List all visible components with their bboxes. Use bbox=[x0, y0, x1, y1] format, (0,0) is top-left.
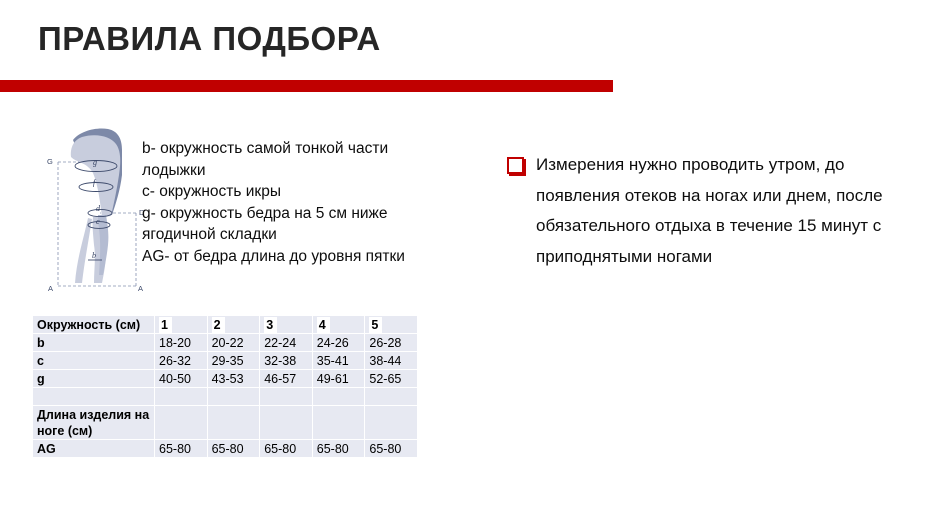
note-text: Измерения нужно проводить утром, до появ… bbox=[536, 155, 883, 266]
table-row: b 18-20 20-22 22-24 24-26 26-28 bbox=[33, 334, 417, 351]
column-header-5-text: 5 bbox=[369, 316, 383, 333]
red-accent-bar bbox=[0, 80, 613, 92]
column-header-1-text: 1 bbox=[159, 316, 172, 333]
svg-text:c: c bbox=[96, 217, 100, 226]
cell-ag-4: 65-80 bbox=[312, 440, 365, 457]
cell-c-3: 32-38 bbox=[260, 352, 312, 369]
table-header-row: Окружность (см) 1 2 3 4 5 bbox=[33, 316, 417, 333]
diagram-label-G: G bbox=[47, 157, 53, 166]
cell-ag-5: 65-80 bbox=[365, 440, 417, 457]
page-title: ПРАВИЛА ПОДБОРА bbox=[38, 20, 381, 57]
spacer-cell-4 bbox=[312, 388, 365, 405]
cell-ag-3: 65-80 bbox=[260, 440, 312, 457]
column-header-4-text: 4 bbox=[316, 316, 330, 333]
section-cell-2 bbox=[207, 406, 260, 439]
measurement-note: Измерения нужно проводить утром, до появ… bbox=[507, 150, 907, 272]
table-column-header-3: 3 bbox=[260, 316, 312, 333]
section-cell-3 bbox=[260, 406, 312, 439]
legend-line-c: c- окружность икры bbox=[142, 183, 281, 200]
table-row: g 40-50 43-53 46-57 49-61 52-65 bbox=[33, 370, 417, 387]
svg-text:f: f bbox=[93, 178, 97, 187]
cell-b-5: 26-28 bbox=[365, 334, 417, 351]
section-cell-4 bbox=[312, 406, 365, 439]
row-label-ag: AG bbox=[33, 440, 154, 457]
section-label: Длина изделия на ноге (см) bbox=[33, 406, 154, 439]
cell-b-4: 24-26 bbox=[312, 334, 365, 351]
table-header-label: Окружность (см) bbox=[33, 316, 154, 333]
column-header-3-text: 3 bbox=[264, 316, 278, 333]
row-label-b: b bbox=[33, 334, 154, 351]
table-column-header-2: 2 bbox=[207, 316, 260, 333]
measurement-legend: b- окружность самой тонкой части лодыжки… bbox=[142, 138, 442, 267]
table-row: c 26-32 29-35 32-38 35-41 38-44 bbox=[33, 352, 417, 369]
spacer-cell-3 bbox=[260, 388, 312, 405]
table-column-header-1: 1 bbox=[155, 316, 207, 333]
cell-ag-2: 65-80 bbox=[207, 440, 260, 457]
row-label-g: g bbox=[33, 370, 154, 387]
section-cell-1 bbox=[155, 406, 207, 439]
size-chart-table: Окружность (см) 1 2 3 4 5 b 18-20 20-22 … bbox=[32, 315, 418, 458]
cell-g-2: 43-53 bbox=[207, 370, 260, 387]
svg-text:b: b bbox=[92, 251, 96, 260]
leg-measurement-diagram: g f d c b G D A A bbox=[44, 117, 150, 297]
cell-g-3: 46-57 bbox=[260, 370, 312, 387]
cell-b-3: 22-24 bbox=[260, 334, 312, 351]
section-cell-5 bbox=[365, 406, 417, 439]
table-column-header-5: 5 bbox=[365, 316, 417, 333]
svg-text:g: g bbox=[93, 158, 97, 167]
legend-line-b: b- окружность самой тонкой части лодыжки bbox=[142, 140, 389, 179]
legend-line-g: g- окружность бедра на 5 см ниже ягодичн… bbox=[142, 204, 388, 244]
row-label-c: c bbox=[33, 352, 154, 369]
spacer-cell-2 bbox=[207, 388, 260, 405]
table-section-row: Длина изделия на ноге (см) bbox=[33, 406, 417, 439]
diagram-label-A-left: A bbox=[48, 284, 53, 293]
red-square-bullet-icon bbox=[507, 157, 524, 174]
diagram-label-A-right: A bbox=[138, 284, 143, 293]
note-bullet-row: Измерения нужно проводить утром, до появ… bbox=[507, 150, 907, 272]
table-spacer-row bbox=[33, 388, 417, 405]
cell-b-1: 18-20 bbox=[155, 334, 207, 351]
spacer-label bbox=[33, 388, 154, 405]
legend-line-ag: AG- от бедра длина до уровня пятки bbox=[142, 247, 405, 265]
cell-g-5: 52-65 bbox=[365, 370, 417, 387]
cell-ag-1: 65-80 bbox=[155, 440, 207, 457]
cell-c-1: 26-32 bbox=[155, 352, 207, 369]
cell-c-5: 38-44 bbox=[365, 352, 417, 369]
diagram-label-D: D bbox=[139, 208, 145, 217]
table-column-header-4: 4 bbox=[312, 316, 365, 333]
cell-b-2: 20-22 bbox=[207, 334, 260, 351]
spacer-cell-1 bbox=[155, 388, 207, 405]
svg-text:d: d bbox=[96, 204, 101, 213]
spacer-cell-5 bbox=[365, 388, 417, 405]
cell-c-2: 29-35 bbox=[207, 352, 260, 369]
cell-c-4: 35-41 bbox=[312, 352, 365, 369]
cell-g-1: 40-50 bbox=[155, 370, 207, 387]
column-header-2-text: 2 bbox=[211, 316, 225, 333]
table-row: AG 65-80 65-80 65-80 65-80 65-80 bbox=[33, 440, 417, 457]
cell-g-4: 49-61 bbox=[312, 370, 365, 387]
